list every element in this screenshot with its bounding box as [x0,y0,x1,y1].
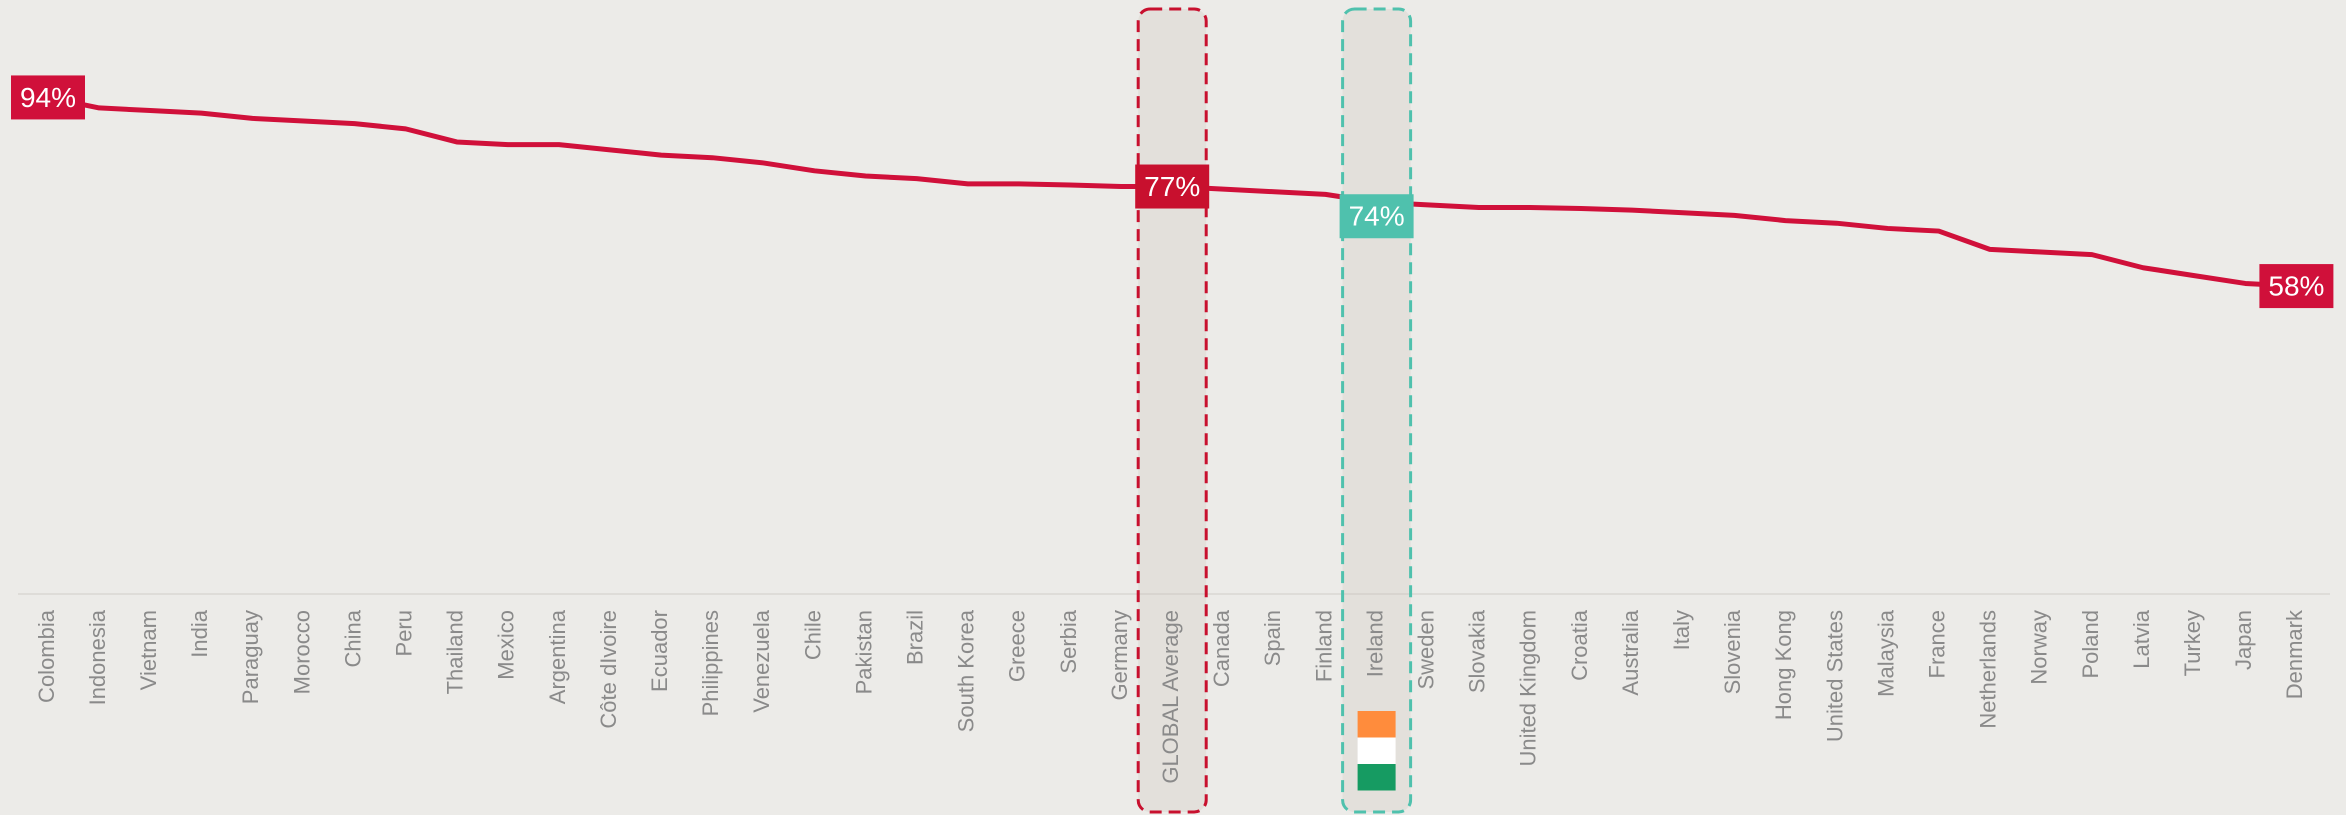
flag-green [1357,764,1396,791]
x-tick-label: Chile [800,610,825,660]
highlight-box [1136,7,1208,814]
x-tick-label: Australia [1618,609,1643,695]
x-tick-label: Croatia [1567,609,1592,681]
x-tick-label: Turkey [2180,610,2205,676]
x-tick-label: South Korea [954,609,979,732]
x-tick-label: India [187,609,212,657]
x-tick-label: Italy [1669,610,1694,650]
x-tick-label: Canada [1209,609,1234,687]
x-tick-label: Ecuador [647,610,672,692]
x-tick-label: Germany [1107,610,1132,700]
x-tick-label: Venezuela [749,609,774,713]
x-tick-label: Brazil [903,610,928,665]
x-tick-label: Norway [2027,610,2052,685]
value-label: 77% [1144,171,1200,202]
x-tick-label: Serbia [1056,609,1081,673]
highlight-box [1341,7,1413,814]
x-tick-label: France [1925,610,1950,678]
x-tick-label: Côte dIvoire [596,610,621,729]
x-tick-label: Netherlands [1976,610,2001,729]
x-tick-label: Poland [2078,610,2103,679]
x-tick-label: Thailand [443,610,468,694]
value-label-bg [1135,164,1210,209]
value-label: 74% [1349,201,1405,232]
x-tick-label: GLOBAL Average [1158,610,1183,784]
x-tick-label: Greece [1005,610,1030,682]
x-tick-label: Latvia [2129,609,2154,668]
x-tick-label: Ireland [1362,610,1387,677]
x-tick-label: Morocco [289,610,314,694]
value-label: 58% [2268,271,2324,302]
x-tick-label: Denmark [2282,609,2307,699]
x-tick-label: Finland [1311,610,1336,682]
flag-orange [1357,711,1396,738]
value-label-bg [2259,264,2334,309]
x-tick-label: Japan [2231,610,2256,670]
x-tick-label: United Kingdom [1516,610,1541,767]
x-tick-label: Spain [1260,610,1285,666]
x-tick-label: Hong Kong [1771,610,1796,720]
flag-white [1357,737,1396,764]
x-tick-label: Mexico [494,610,519,680]
value-label: 94% [20,82,76,113]
x-tick-label: China [340,609,365,667]
x-tick-label: Peru [392,610,417,656]
x-tick-label: United States [1822,610,1847,742]
value-label-bg [1339,194,1414,239]
x-tick-label: Philippines [698,610,723,716]
x-tick-label: Pakistan [851,610,876,694]
x-tick-label: Paraguay [238,610,263,704]
x-tick-label: Malaysia [1873,609,1898,697]
x-tick-label: Vietnam [136,610,161,690]
x-tick-label: Colombia [34,609,59,703]
x-tick-label: Slovakia [1465,609,1490,693]
value-label-bg [11,75,85,120]
x-tick-label: Indonesia [85,609,110,705]
x-tick-label: Argentina [545,609,570,704]
x-tick-label: Sweden [1414,610,1439,690]
x-tick-label: Slovenia [1720,609,1745,694]
